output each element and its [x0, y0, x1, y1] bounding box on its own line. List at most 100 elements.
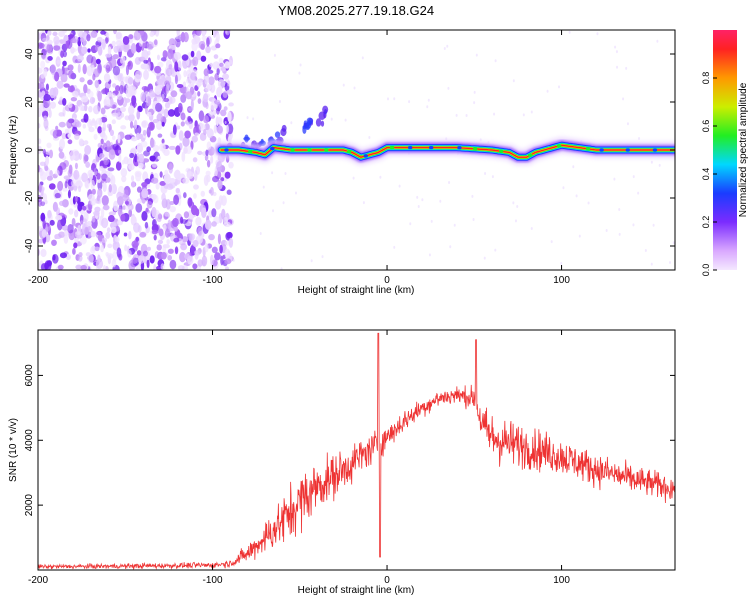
noise-blob [43, 93, 51, 102]
noise-blob [186, 170, 194, 180]
noise-blob [210, 186, 214, 196]
noise-blob [195, 216, 202, 226]
noise-blob [141, 86, 149, 91]
noise-blob [109, 129, 115, 137]
noise-speck [408, 100, 411, 104]
noise-speck [644, 249, 647, 253]
noise-blob [226, 231, 233, 239]
noise-blob [192, 263, 198, 270]
noise-blob [83, 83, 88, 94]
noise-speck [558, 85, 561, 89]
noise-blob [58, 99, 64, 105]
ridge-node [472, 147, 478, 151]
noise-blob [168, 145, 176, 150]
noise-speck [650, 262, 653, 266]
noise-blob [120, 125, 127, 130]
noise-blob [42, 148, 46, 155]
noise-blob [124, 204, 132, 211]
noise-blob [57, 180, 64, 192]
noise-blob [187, 197, 193, 207]
noise-speck [353, 86, 356, 90]
noise-blob [67, 133, 72, 138]
noise-blob [122, 42, 130, 53]
noise-blob [44, 262, 49, 270]
noise-blob [214, 99, 221, 105]
noise-blob [185, 91, 192, 100]
noise-speck [446, 44, 449, 48]
noise-blob [200, 190, 206, 197]
noise-blob [228, 102, 234, 107]
noise-blob [70, 46, 75, 54]
noise-speck [273, 53, 276, 57]
noise-blob [90, 64, 95, 73]
noise-blob [106, 177, 111, 183]
noise-blob [260, 138, 264, 145]
noise-blob [38, 238, 44, 244]
noise-blob [67, 139, 73, 145]
noise-speck [284, 172, 287, 176]
noise-blob [82, 64, 87, 75]
ridge-node [248, 149, 253, 154]
noise-blob [59, 252, 68, 259]
noise-blob [97, 126, 102, 134]
noise-blob [62, 30, 67, 34]
noise-blob [63, 34, 69, 42]
noise-blob [113, 30, 117, 35]
noise-blob [38, 226, 43, 231]
noise-blob [114, 85, 121, 92]
noise-speck [514, 219, 517, 223]
noise-blob [223, 106, 228, 111]
noise-blob [141, 49, 149, 61]
noise-speck [494, 59, 497, 63]
noise-blob [183, 192, 187, 199]
noise-blob [86, 54, 94, 64]
noise-blob [111, 40, 116, 47]
noise-blob [130, 136, 138, 142]
noise-blob [94, 79, 100, 89]
noise-blob [173, 237, 180, 243]
noise-blob [177, 265, 185, 270]
noise-blob [118, 153, 122, 164]
ridge-node [556, 144, 562, 148]
noise-speck [471, 194, 474, 198]
noise-blob [180, 112, 186, 121]
noise-blob [148, 121, 155, 131]
noise-blob [162, 50, 168, 59]
noise-blob [128, 34, 134, 40]
noise-blob [204, 75, 210, 85]
noise-blob [135, 203, 143, 213]
noise-blob [131, 95, 137, 106]
noise-blob [101, 127, 106, 132]
noise-blob [106, 227, 111, 233]
noise-blob [48, 109, 52, 118]
ridge-node [625, 148, 630, 152]
noise-blob [71, 90, 79, 97]
x-tick-label: -200 [28, 575, 48, 586]
noise-speck [272, 209, 275, 213]
noise-blob [155, 102, 163, 112]
noise-blob [224, 248, 231, 259]
noise-blob [191, 135, 198, 143]
noise-blob [136, 250, 142, 256]
snr-xlabel: Height of straight line (km) [298, 585, 415, 596]
ridge-node [585, 147, 591, 151]
noise-blob [192, 157, 198, 163]
noise-blob [144, 103, 148, 115]
noise-blob [161, 121, 165, 127]
noise-blob [213, 124, 218, 134]
noise-speck [568, 30, 571, 34]
ridge-node [498, 149, 504, 153]
ridge-node [599, 148, 604, 152]
noise-blob [76, 54, 84, 62]
noise-blob [73, 169, 80, 180]
noise-speck [398, 184, 401, 188]
noise-blob [125, 76, 129, 85]
noise-speck [672, 241, 675, 245]
noise-blob [72, 248, 76, 255]
noise-blob [62, 60, 67, 67]
noise-blob [127, 105, 135, 115]
noise-speck [473, 101, 476, 105]
noise-blob [163, 97, 170, 103]
noise-blob [112, 104, 116, 109]
noise-speck [447, 86, 450, 90]
